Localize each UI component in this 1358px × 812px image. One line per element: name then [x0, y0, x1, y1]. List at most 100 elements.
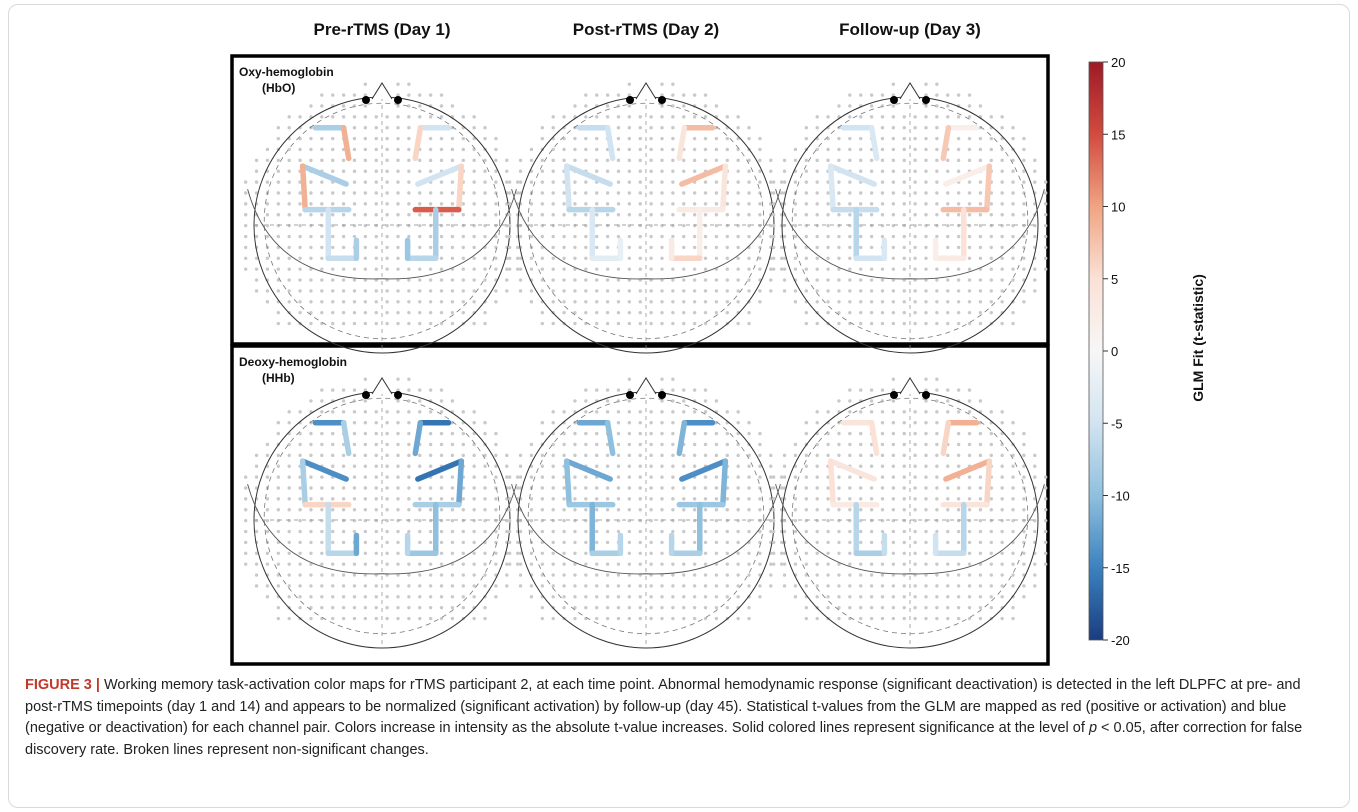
- electrode-dot: [714, 147, 719, 152]
- electrode-dot: [320, 104, 324, 108]
- electrode-dot: [529, 234, 534, 239]
- electrode-dot: [461, 256, 465, 260]
- electrode-dot: [815, 202, 819, 206]
- electrode-dot: [1022, 551, 1026, 555]
- electrode-dot: [551, 497, 555, 501]
- electrode-dot: [891, 486, 896, 490]
- electrode-dot: [978, 616, 983, 621]
- electrode-dot: [243, 191, 248, 195]
- fiducial-dot: [922, 96, 930, 104]
- electrode-dot: [265, 497, 270, 501]
- electrode-dot: [331, 431, 335, 436]
- electrode-dot: [529, 595, 534, 599]
- electrode-dot: [880, 616, 885, 621]
- electrode-dot: [494, 431, 498, 436]
- electrode-dot: [725, 497, 729, 501]
- electrode-dot: [573, 223, 577, 228]
- electrode-dot: [439, 562, 444, 566]
- electrode-dot: [779, 267, 784, 271]
- electrode-dot: [703, 453, 708, 458]
- brain-contour: [247, 484, 517, 575]
- electrode-dot: [472, 529, 476, 534]
- electrode-dot: [573, 431, 577, 436]
- electrode-dot: [880, 158, 885, 163]
- brain-contour: [775, 484, 1045, 575]
- electrode-dot: [352, 321, 357, 326]
- electrode-dot: [848, 431, 852, 436]
- electrode-dot: [494, 169, 498, 173]
- electrode-dot: [682, 562, 686, 566]
- electrode-dot: [627, 300, 632, 304]
- electrode-dot: [946, 540, 950, 545]
- electrode-dot: [287, 529, 291, 534]
- electrode-dot: [505, 562, 509, 566]
- electrode-dot: [682, 289, 686, 293]
- electrode-dot: [880, 508, 885, 512]
- electrode-dot: [902, 551, 906, 555]
- electrode-dot: [638, 584, 642, 588]
- electrode-dot: [276, 180, 281, 184]
- electrode-dot: [638, 180, 642, 184]
- electrode-dot: [1043, 518, 1048, 523]
- electrode-dot: [331, 245, 335, 250]
- electrode-dot: [518, 573, 523, 577]
- electrode-dot: [924, 147, 928, 152]
- electrode-dot: [902, 529, 906, 534]
- electrode-dot: [331, 616, 335, 621]
- electrode-dot: [848, 518, 852, 523]
- electrode-dot: [924, 310, 928, 315]
- electrode-dot: [815, 508, 819, 512]
- electrode-dot: [956, 169, 961, 173]
- electrode-dot: [769, 169, 773, 173]
- electrode-dot: [660, 388, 664, 392]
- electrode-dot: [736, 191, 740, 195]
- electrode-dot: [407, 573, 411, 577]
- electrode-dot: [736, 616, 740, 621]
- electrode-dot: [584, 147, 588, 152]
- electrode-dot: [891, 115, 896, 119]
- electrode-dot: [428, 245, 433, 250]
- electrode-dot: [595, 213, 599, 217]
- electrode-dot: [265, 256, 270, 260]
- electrode-dot: [935, 518, 939, 523]
- electrode-dot: [869, 497, 874, 501]
- electrode-dot: [703, 158, 708, 163]
- electrode-dot: [276, 453, 281, 458]
- electrode-dot: [736, 475, 740, 479]
- electrode-dot: [924, 508, 928, 512]
- electrode-dot: [450, 453, 455, 458]
- electrode-dot: [891, 136, 896, 141]
- electrode-dot: [573, 453, 577, 458]
- electrode-dot: [616, 169, 621, 173]
- electrode-dot: [747, 234, 751, 239]
- electrode-dot: [793, 202, 798, 206]
- electrode-dot: [935, 82, 939, 86]
- electrode-dot: [1022, 464, 1026, 468]
- electrode-dot: [859, 442, 863, 447]
- electrode-dot: [826, 584, 830, 588]
- electrode-dot: [605, 573, 610, 577]
- electrode-dot: [725, 508, 729, 512]
- electrode-dot: [747, 497, 751, 501]
- electrode-dot: [978, 158, 983, 163]
- electrode-dot: [320, 213, 324, 217]
- electrode-dot: [978, 289, 983, 293]
- electrode-dot: [1011, 551, 1015, 555]
- electrode-dot: [418, 529, 422, 534]
- electrode-dot: [518, 562, 523, 566]
- electrode-dot: [848, 278, 852, 282]
- electrode-dot: [837, 213, 841, 217]
- electrode-dot: [265, 223, 270, 228]
- electrode-dot: [428, 321, 433, 326]
- electrode-dot: [924, 442, 928, 447]
- electrode-dot: [758, 300, 762, 304]
- electrode-dot: [450, 223, 455, 228]
- electrode-dot: [725, 453, 729, 458]
- electrode-dot: [747, 551, 751, 555]
- electrode-dot: [616, 191, 621, 195]
- electrode-dot: [782, 529, 787, 534]
- electrode-dot: [913, 310, 917, 315]
- electrode-dot: [978, 573, 983, 577]
- electrode-dot: [902, 289, 906, 293]
- electrode-dot: [1022, 518, 1026, 523]
